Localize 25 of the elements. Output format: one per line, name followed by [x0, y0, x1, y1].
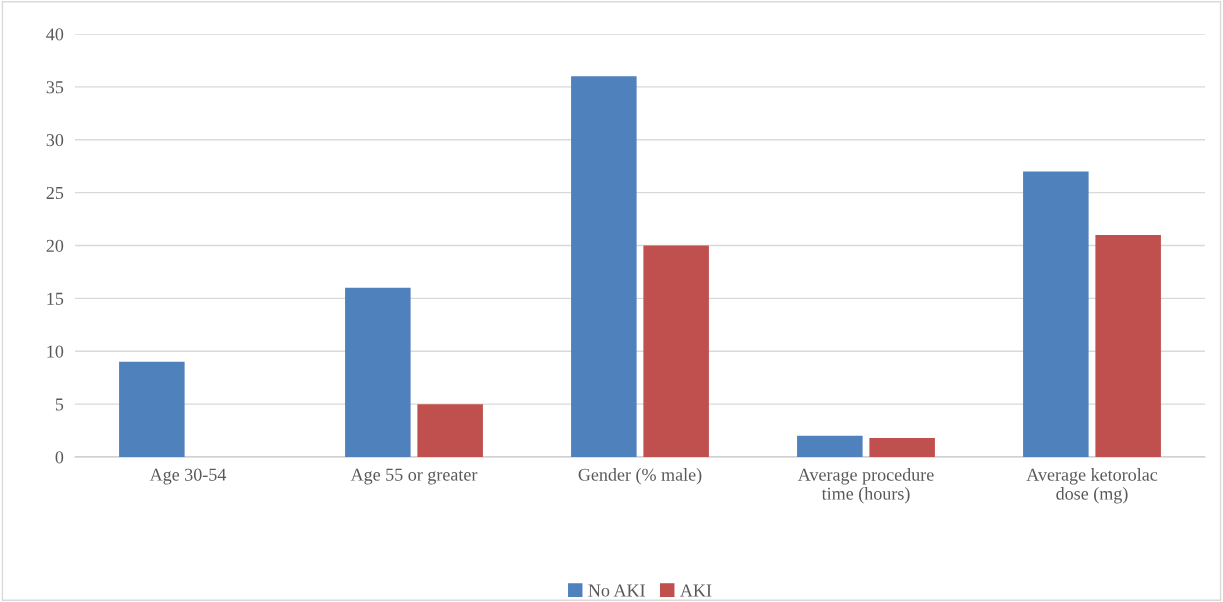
y-tick-label: 0 [55, 451, 64, 464]
legend-label: No AKI [588, 584, 645, 597]
x-tick-label: Average ketorolac dose (mg) [1026, 468, 1158, 504]
bar [1023, 171, 1089, 457]
y-tick-label: 5 [55, 398, 64, 411]
y-tick-label: 25 [46, 186, 64, 200]
x-tick-label: Average procedure time (hours) [797, 468, 934, 504]
x-tick-label: Age 30-54 [149, 468, 227, 485]
y-tick-label: 40 [46, 28, 64, 41]
bar [869, 437, 935, 457]
bar [417, 404, 483, 457]
bar [643, 245, 709, 457]
y-tick-label: 35 [46, 81, 64, 94]
bar [345, 287, 411, 457]
bar [119, 361, 185, 457]
y-tick-label: 10 [47, 345, 64, 358]
x-tick-label: Age 55 or greater [350, 468, 478, 485]
legend-label: AKI [680, 584, 712, 597]
bar [1095, 234, 1161, 457]
bar [571, 76, 637, 457]
y-tick-label: 30 [46, 134, 64, 147]
y-tick-label: 20 [46, 239, 64, 252]
x-tick-label: Gender (% male) [578, 468, 702, 485]
bar [797, 435, 863, 457]
y-tick-label: 15 [47, 292, 64, 305]
